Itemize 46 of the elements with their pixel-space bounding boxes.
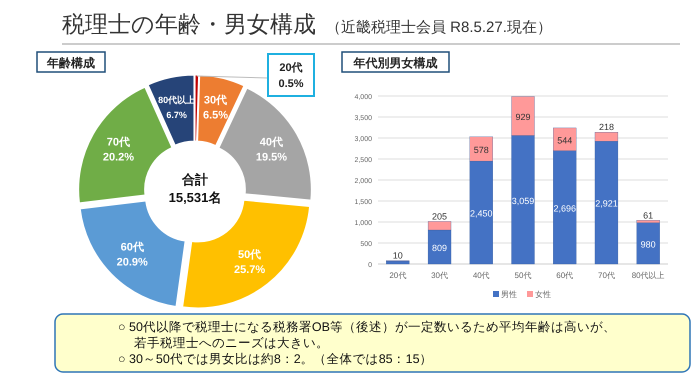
x-tick-label: 70代 [598, 271, 615, 280]
text: 15,531名 [168, 190, 222, 205]
data-label: 205 [432, 211, 448, 222]
slice-label: 40代 [260, 136, 284, 148]
data-label: 10 [392, 250, 403, 261]
text: 合計 [181, 172, 208, 187]
text: ○ 50代以降で税理士になる税務署OB等（後述）が一定数いるため平均年齢は高いが、 [118, 319, 616, 334]
legend-label: 男性 [501, 290, 517, 299]
slice-label: 70代 [106, 136, 130, 149]
x-tick-label: 30代 [431, 271, 448, 280]
bar [636, 222, 660, 264]
bar [386, 260, 410, 264]
slice-label: 60代 [120, 242, 144, 254]
data-label: 6.5% [203, 109, 228, 122]
chart-title: 年代別男女構成 [352, 56, 438, 70]
text: 若手税理士へのニーズは大きい。 [134, 336, 329, 350]
data-label: 3,059 [512, 196, 534, 206]
data-label: 578 [474, 144, 489, 155]
data-label: 2,921 [595, 198, 618, 209]
slice-label: 50代 [238, 249, 262, 262]
data-label: 809 [432, 243, 448, 254]
data-label: 25.7% [234, 264, 266, 276]
data-label: 0.5% [278, 78, 304, 90]
x-tick-label: 50代 [514, 271, 532, 280]
data-label: 20.2% [102, 152, 134, 164]
text: （近畿税理士会員 R8.5.27.現在） [326, 19, 552, 36]
text: 税理士の年齢・男女構成 [62, 11, 316, 37]
data-label: 61 [643, 210, 654, 220]
legend-label: 女性 [535, 290, 551, 299]
data-label: 544 [557, 135, 572, 146]
data-label: 20.9% [116, 256, 148, 269]
x-tick-label: 80代以上 [632, 271, 665, 280]
data-label: 2,450 [470, 208, 493, 219]
chart-title: 年齢構成 [46, 56, 95, 70]
data-label: 6.7% [166, 110, 187, 120]
x-tick-label: 60代 [556, 271, 574, 280]
data-label: 980 [640, 239, 656, 250]
slice-label: 20代 [279, 62, 303, 74]
data-label: 19.5% [256, 151, 288, 164]
data-label: 218 [598, 122, 614, 132]
x-tick-label: 40代 [472, 271, 490, 280]
data-label: 2,696 [553, 203, 576, 214]
text: ○ 30～50代では男女比は約8：2。（全体では85：15） [118, 352, 433, 366]
x-tick-label: 20代 [389, 271, 406, 280]
data-label: 929 [515, 112, 531, 122]
slice-label: 30代 [204, 94, 228, 106]
